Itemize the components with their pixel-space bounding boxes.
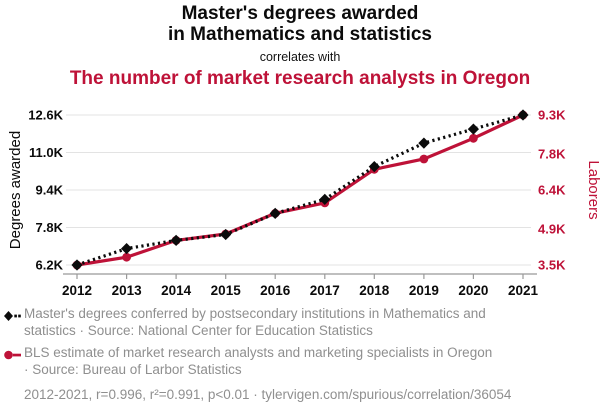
- svg-text:2017: 2017: [310, 283, 340, 298]
- svg-text:2020: 2020: [458, 283, 488, 298]
- subtitle-red: The number of market research analysts i…: [69, 68, 531, 89]
- y-axis-left-title: Degrees awarded: [7, 131, 24, 249]
- title-line-2: in Mathematics and statistics: [168, 24, 432, 45]
- legend-item-laborers: BLS estimate of market research analysts…: [4, 345, 596, 378]
- svg-text:7.8K: 7.8K: [538, 146, 566, 161]
- title-line-1: Master's degrees awarded: [181, 3, 419, 24]
- svg-text:4.9K: 4.9K: [538, 221, 566, 236]
- svg-text:9.4K: 9.4K: [36, 183, 64, 198]
- correlates-with-text: correlates with: [259, 50, 341, 64]
- x-axis: 2012 2013 2014 2015 2016 2017 2018 2019 2020 2021: [62, 273, 539, 298]
- legend-item-degrees: Master's degrees conferred by postsecond…: [4, 306, 596, 339]
- legend-label-degrees: Master's degrees conferred by postsecond…: [24, 306, 486, 338]
- svg-text:2018: 2018: [359, 283, 390, 298]
- svg-text:6.4K: 6.4K: [538, 183, 566, 198]
- svg-text:9.3K: 9.3K: [538, 108, 566, 123]
- svg-text:2021: 2021: [508, 283, 539, 298]
- y-axis-left-ticks: 6.2K 7.8K 9.4K 11.0K 12.6K: [28, 108, 63, 273]
- svg-text:12.6K: 12.6K: [28, 108, 63, 123]
- svg-text:7.8K: 7.8K: [36, 220, 64, 235]
- svg-text:2015: 2015: [211, 283, 242, 298]
- y-axis-right-title: Laborers: [585, 160, 600, 219]
- chart-header: Master's degrees awarded in Mathematics …: [0, 3, 600, 90]
- degrees-series: [71, 109, 529, 271]
- svg-text:11.0K: 11.0K: [29, 145, 64, 160]
- stats-line: 2012-2021, r=0.996, r²=0.991, p<0.01 · t…: [24, 387, 512, 402]
- legend-label-laborers: BLS estimate of market research analysts…: [24, 345, 493, 377]
- svg-text:2012: 2012: [62, 283, 92, 298]
- black-diamond-dotted-icon: [4, 306, 21, 339]
- svg-text:3.5K: 3.5K: [538, 258, 566, 273]
- svg-text:2013: 2013: [112, 283, 143, 298]
- gridlines: [66, 114, 531, 266]
- svg-text:6.2K: 6.2K: [36, 258, 64, 273]
- red-circle-line-icon: [4, 345, 21, 378]
- svg-text:2016: 2016: [260, 283, 291, 298]
- y-axis-right-ticks: 3.5K 4.9K 6.4K 7.8K 9.3K: [538, 108, 566, 273]
- svg-text:2019: 2019: [409, 283, 439, 298]
- svg-text:2014: 2014: [161, 283, 192, 298]
- chart-legend: Master's degrees conferred by postsecond…: [4, 306, 596, 402]
